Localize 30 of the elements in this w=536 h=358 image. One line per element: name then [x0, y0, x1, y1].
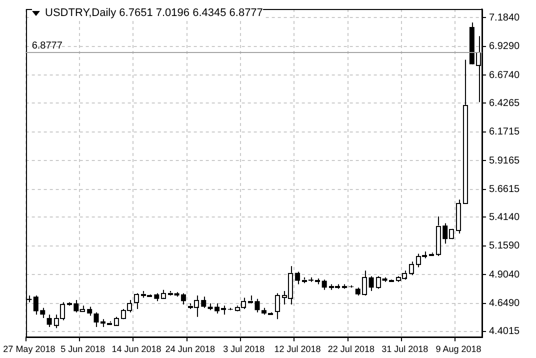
candlestick: [368, 276, 374, 292]
y-tick-label: 4.4015: [489, 326, 520, 338]
x-tick-label: 27 May 2018: [3, 344, 56, 354]
y-tick-label: 5.1590: [489, 240, 520, 252]
x-tick-label: 14 Jun 2018: [112, 344, 162, 354]
chart-title: USDTRY,Daily 6.7651 7.0196 6.4345 6.8777: [45, 7, 263, 19]
y-tick-label: 4.9040: [489, 269, 520, 280]
x-tick-label: 24 Jun 2018: [165, 344, 215, 354]
y-tick-label: 5.6615: [489, 184, 520, 196]
x-tick-label: 31 Jul 2018: [382, 344, 428, 354]
y-tick-label: 6.9290: [489, 41, 520, 52]
ref-line-label: 6.8777: [32, 40, 63, 52]
candlestick: [201, 296, 206, 308]
x-tick-label: 5 Jun 2018: [60, 344, 106, 354]
candlestick: [254, 298, 260, 313]
candlestick: [322, 279, 327, 290]
y-tick-label: 4.6490: [489, 298, 520, 310]
y-tick-label: 7.1840: [489, 12, 520, 24]
y-tick-label: 5.9165: [489, 155, 520, 166]
x-tick-label: 12 Jul 2018: [274, 344, 321, 354]
x-tick-label: 22 Jul 2018: [328, 344, 374, 354]
y-tick-label: 5.4140: [489, 212, 520, 223]
candlestick: [295, 271, 300, 285]
y-tick-label: 6.6740: [489, 70, 520, 81]
y-tick-label: 6.1715: [489, 126, 520, 138]
candlestick: [46, 314, 52, 328]
x-tick-label: 3 Jul 2018: [223, 344, 265, 354]
candlestick: [87, 306, 92, 316]
x-tick-label: 9 Aug 2018: [436, 344, 482, 354]
y-tick-label: 6.4265: [489, 98, 520, 109]
